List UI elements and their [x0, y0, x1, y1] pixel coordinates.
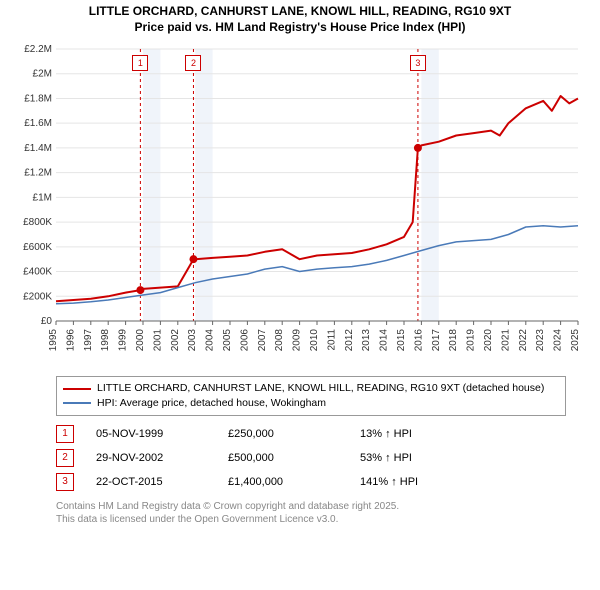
legend-swatch-property — [63, 388, 91, 390]
chart-area: £0£200K£400K£600K£800K£1M£1.2M£1.4M£1.6M… — [10, 39, 590, 374]
transaction-marker: 2 — [56, 449, 74, 467]
legend-label-property: LITTLE ORCHARD, CANHURST LANE, KNOWL HIL… — [97, 381, 544, 396]
title-line-1: LITTLE ORCHARD, CANHURST LANE, KNOWL HIL… — [0, 4, 600, 20]
legend-row-hpi: HPI: Average price, detached house, Woki… — [63, 396, 559, 411]
footer-line-1: Contains HM Land Registry data © Crown c… — [56, 500, 590, 513]
transaction-pct: 53% ↑ HPI — [360, 452, 412, 464]
legend: LITTLE ORCHARD, CANHURST LANE, KNOWL HIL… — [56, 376, 566, 415]
legend-label-hpi: HPI: Average price, detached house, Woki… — [97, 396, 326, 411]
chart-marker-3: 3 — [410, 55, 426, 71]
chart-marker-1: 1 — [132, 55, 148, 71]
transaction-row: 2 29-NOV-2002 £500,000 53% ↑ HPI — [56, 446, 566, 470]
footer-line-2: This data is licensed under the Open Gov… — [56, 513, 590, 526]
transaction-price: £500,000 — [228, 452, 338, 464]
transaction-row: 1 05-NOV-1999 £250,000 13% ↑ HPI — [56, 422, 566, 446]
transaction-price: £1,400,000 — [228, 476, 338, 488]
legend-row-property: LITTLE ORCHARD, CANHURST LANE, KNOWL HIL… — [63, 381, 559, 396]
chart-marker-2: 2 — [185, 55, 201, 71]
transaction-row: 3 22-OCT-2015 £1,400,000 141% ↑ HPI — [56, 470, 566, 494]
transactions-table: 1 05-NOV-1999 £250,000 13% ↑ HPI 2 29-NOV-200… — [56, 422, 566, 494]
transaction-pct: 13% ↑ HPI — [360, 428, 412, 440]
chart-title: LITTLE ORCHARD, CANHURST LANE, KNOWL HIL… — [0, 0, 600, 35]
chart-container: LITTLE ORCHARD, CANHURST LANE, KNOWL HIL… — [0, 0, 600, 590]
transaction-date: 29-NOV-2002 — [96, 452, 206, 464]
legend-swatch-hpi — [63, 402, 91, 404]
title-line-2: Price paid vs. HM Land Registry's House … — [0, 20, 600, 36]
transaction-marker: 3 — [56, 473, 74, 491]
marker-layer: 1 2 3 — [10, 39, 590, 369]
attribution: Contains HM Land Registry data © Crown c… — [56, 500, 590, 526]
transaction-date: 22-OCT-2015 — [96, 476, 206, 488]
transaction-pct: 141% ↑ HPI — [360, 476, 418, 488]
transaction-date: 05-NOV-1999 — [96, 428, 206, 440]
transaction-price: £250,000 — [228, 428, 338, 440]
transaction-marker: 1 — [56, 425, 74, 443]
